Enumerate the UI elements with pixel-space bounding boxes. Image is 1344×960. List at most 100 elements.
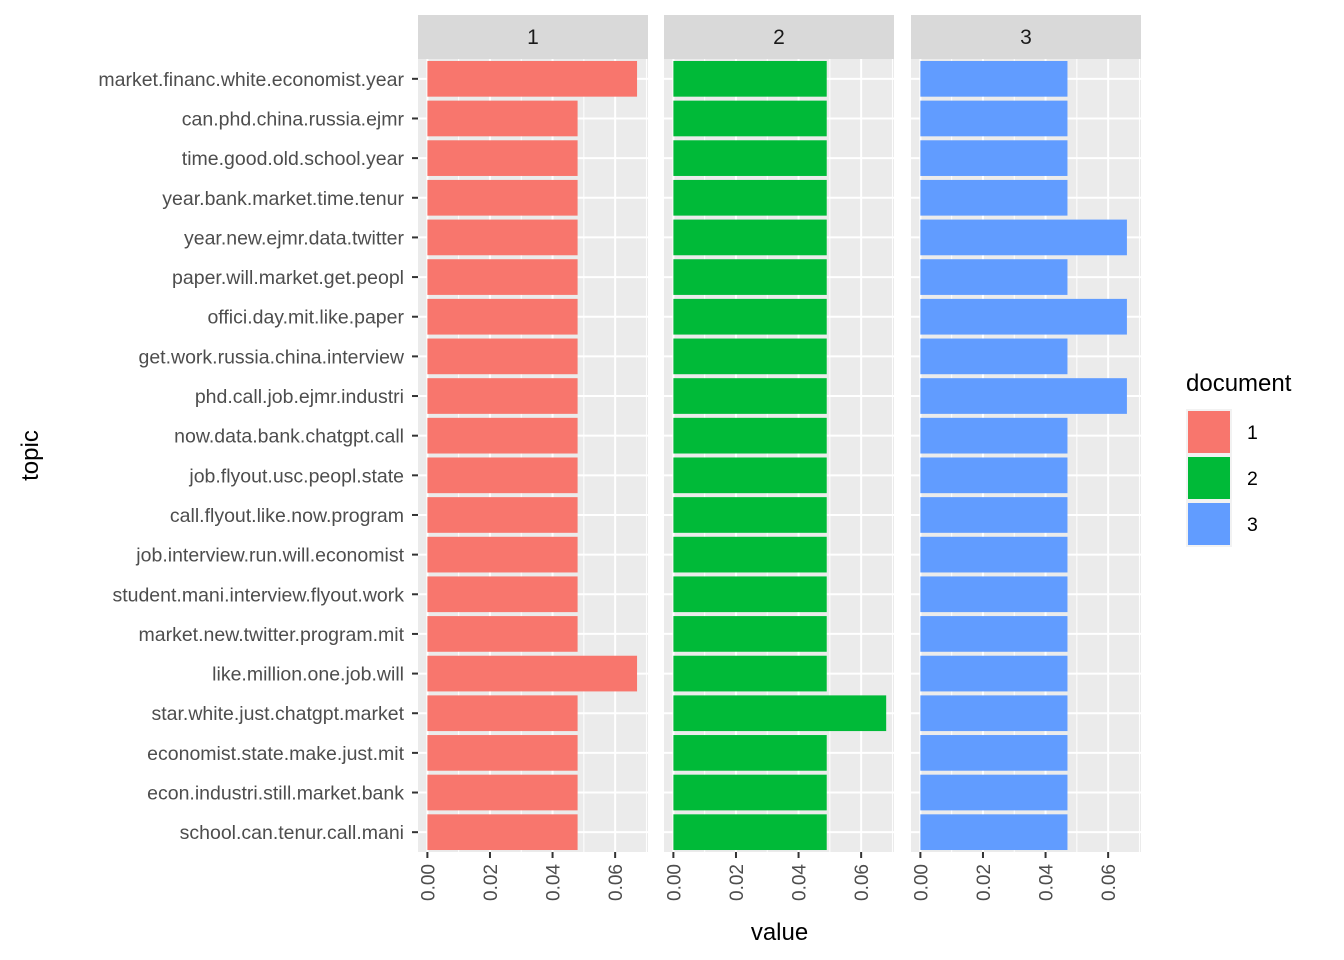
bar: [920, 60, 1068, 97]
legend-title: document: [1186, 370, 1292, 397]
bar: [673, 655, 827, 692]
bar: [427, 774, 578, 811]
x-tick-label: 0.00: [418, 864, 439, 901]
bar: [427, 338, 578, 375]
bar: [427, 655, 638, 692]
bar: [920, 219, 1127, 256]
bar: [673, 457, 827, 494]
bar: [673, 735, 827, 771]
facet-strip: [418, 15, 648, 59]
x-tick-label: 0.00: [664, 864, 685, 901]
x-tick-label: 0.06: [852, 864, 873, 901]
x-tick-label: 0.04: [1037, 864, 1058, 901]
x-tick-label: 0.00: [911, 864, 932, 901]
y-tick-label: like.million.one.job.will: [212, 664, 404, 686]
y-tick-label: student.mani.interview.flyout.work: [112, 584, 404, 606]
bar: [920, 735, 1068, 771]
bar: [673, 60, 827, 97]
y-tick-label: can.phd.china.russia.ejmr: [182, 108, 405, 130]
bar: [427, 179, 578, 216]
bar: [920, 536, 1068, 573]
bar: [673, 179, 827, 216]
legend-key-swatch: [1188, 457, 1230, 499]
bar: [673, 616, 827, 652]
bar: [673, 378, 827, 414]
bar: [673, 536, 827, 573]
bar: [427, 140, 578, 176]
bar: [920, 655, 1068, 692]
bar: [427, 735, 578, 771]
facet-strip-label: 3: [1020, 26, 1032, 49]
panel-background: [664, 59, 894, 852]
bar: [920, 259, 1068, 295]
y-tick-label: market.new.twitter.program.mit: [139, 624, 405, 646]
bar: [427, 259, 578, 295]
y-tick-label: econ.industri.still.market.bank: [147, 783, 404, 805]
bar: [920, 378, 1127, 414]
y-tick-label: star.white.just.chatgpt.market: [151, 703, 404, 725]
bar: [427, 497, 578, 533]
panel-background: [418, 59, 648, 852]
bar: [673, 100, 827, 137]
legend-label: 3: [1247, 514, 1258, 536]
bar: [920, 774, 1068, 811]
bar: [427, 695, 578, 732]
y-tick-label: phd.call.job.ejmr.industri: [195, 386, 404, 408]
y-tick-label: now.data.bank.chatgpt.call: [174, 426, 404, 448]
bar: [673, 298, 827, 335]
bar: [920, 417, 1068, 454]
bar: [427, 457, 578, 494]
bar: [427, 536, 578, 573]
y-tick-label: school.can.tenur.call.mani: [180, 822, 404, 844]
bar: [427, 378, 578, 414]
bar: [920, 298, 1127, 335]
bar: [920, 616, 1068, 652]
facet-strip: [911, 15, 1141, 59]
bar: [920, 179, 1068, 216]
facet-strip-label: 2: [773, 26, 785, 49]
bar: [427, 100, 578, 137]
bar: [427, 576, 578, 613]
bar: [427, 814, 578, 851]
facet-strip: [664, 15, 894, 59]
legend-key-swatch: [1188, 411, 1230, 453]
bar: [673, 417, 827, 454]
legend-key-swatch: [1188, 503, 1230, 545]
bar: [427, 417, 578, 454]
bar: [673, 695, 887, 732]
y-tick-label: offici.day.mit.like.paper: [207, 307, 404, 329]
bar: [427, 60, 638, 97]
panel-background: [911, 59, 1141, 852]
bar: [673, 338, 827, 375]
bar: [920, 140, 1068, 176]
x-tick-label: 0.02: [481, 864, 502, 901]
y-tick-label: job.interview.run.will.economist: [135, 545, 404, 567]
legend-label: 2: [1247, 468, 1258, 490]
bar: [673, 219, 827, 256]
x-tick-label: 0.04: [790, 864, 811, 901]
y-tick-label: economist.state.make.just.mit: [147, 743, 404, 765]
y-tick-label: get.work.russia.china.interview: [138, 346, 404, 368]
bar: [673, 814, 827, 851]
bar: [673, 576, 827, 613]
x-tick-label: 0.06: [606, 864, 627, 901]
x-tick-label: 0.02: [974, 864, 995, 901]
x-tick-label: 0.02: [727, 864, 748, 901]
y-tick-label: job.flyout.usc.peopl.state: [188, 465, 404, 487]
bar: [427, 219, 578, 256]
x-tick-label: 0.06: [1099, 864, 1120, 901]
y-tick-label: time.good.old.school.year: [182, 148, 405, 170]
bar: [673, 774, 827, 811]
bar: [920, 457, 1068, 494]
bar: [673, 259, 827, 295]
y-tick-label: paper.will.market.get.peopl: [172, 267, 404, 289]
bar: [920, 814, 1068, 851]
bar: [920, 576, 1068, 613]
facet-strip-label: 1: [527, 26, 539, 49]
y-tick-label: call.flyout.like.now.program: [170, 505, 404, 527]
bar: [673, 140, 827, 176]
bar: [673, 497, 827, 533]
bar: [920, 497, 1068, 533]
x-axis-title: value: [751, 919, 808, 946]
